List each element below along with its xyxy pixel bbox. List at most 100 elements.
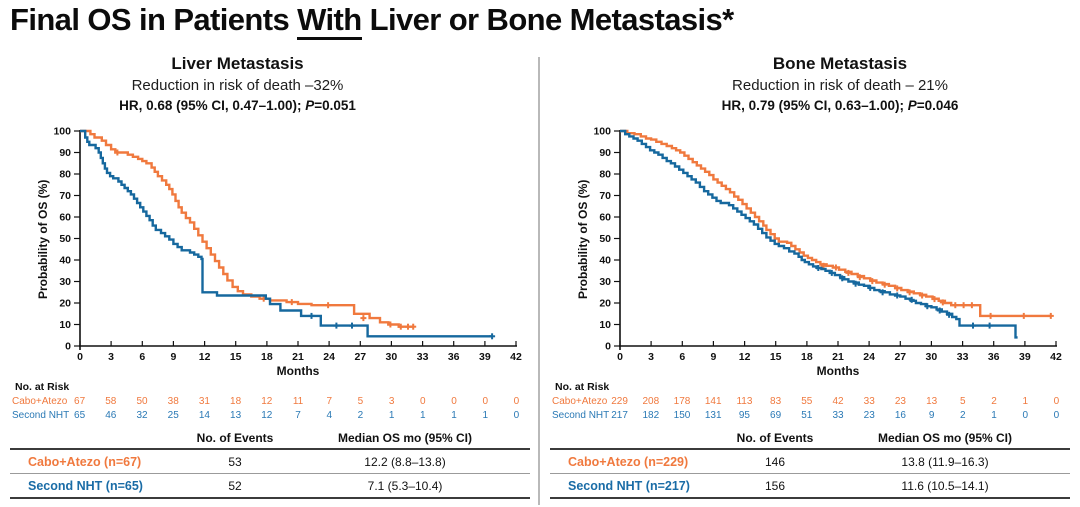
at-risk-count: 58 [105,396,117,407]
at-risk-count: 46 [105,410,117,421]
svg-text:3: 3 [648,351,654,363]
summary-table: No. of Events Median OS mo (95% CI) Cabo… [550,427,1070,499]
at-risk-count: 31 [198,396,210,407]
at-risk-count: 3 [388,396,395,407]
km-curve-cabo [620,129,1052,318]
at-risk-count: 7 [326,396,332,407]
svg-text:15: 15 [230,351,242,363]
svg-text:30: 30 [59,276,71,288]
at-risk-count: 12 [261,410,273,421]
page-title-underlined-word: With [297,2,362,40]
svg-text:30: 30 [386,351,398,363]
at-risk-count: 4 [326,410,332,421]
at-risk-count: 51 [801,410,813,421]
page-title: Final OS in Patients With Liver or Bone … [10,2,735,40]
median-os-value: 13.8 (11.9–16.3) [901,454,989,469]
median-os-value: 12.2 (8.8–13.8) [364,454,446,469]
svg-text:27: 27 [354,351,366,363]
at-risk-count: 2 [960,410,966,421]
events-value: 53 [228,454,242,469]
svg-text:24: 24 [863,351,875,363]
svg-text:40: 40 [599,255,611,267]
svg-text:15: 15 [770,351,782,363]
svg-text:12: 12 [199,351,211,363]
censor-marks-cabo [820,262,1054,319]
at-risk-count: 1 [451,410,457,421]
svg-text:0: 0 [65,341,71,353]
at-risk-count: 95 [738,410,750,421]
at-risk-count: 25 [167,410,179,421]
at-risk-count: 65 [74,410,86,421]
at-risk-count: 42 [832,396,844,407]
panel-bone-metastasis: Bone Metastasis Reduction in risk of dea… [540,0,1080,507]
svg-text:80: 80 [59,169,71,181]
at-risk-count: 13 [926,396,938,407]
at-risk-count: 23 [894,396,906,407]
svg-text:24: 24 [323,351,335,363]
at-risk-count: 2 [357,410,364,421]
at-risk-count: 0 [1022,410,1029,421]
page-title-prefix: Final OS in Patients [10,2,298,37]
at-risk-count: 208 [642,396,660,407]
svg-text:80: 80 [599,169,611,181]
at-risk-row-label: Second NHT [12,410,70,421]
svg-text:6: 6 [679,351,685,363]
summary-table-header: No. of Events Median OS mo (95% CI) [550,427,1070,450]
at-risk-row-label: Cabo+Atezo [552,396,608,407]
col-header-median-os: Median OS mo (95% CI) [877,430,1013,445]
at-risk-count: 9 [928,410,935,421]
at-risk-values: 67 58 50 38 31 18 12 11 7 5 3 0 0 0 0 [64,395,532,408]
svg-text:20: 20 [59,298,71,310]
events-value: 52 [228,478,242,493]
at-risk-count: 55 [801,396,813,407]
svg-text:42: 42 [510,351,522,363]
at-risk-count: 83 [770,396,782,407]
at-risk-count: 1 [991,410,997,421]
svg-text:39: 39 [479,351,491,363]
table-row-second-nht: Second NHT (n=65) 52 7.1 (5.3–10.4) [10,474,530,499]
svg-text:21: 21 [292,351,304,363]
at-risk-count: 150 [673,410,691,421]
svg-text:90: 90 [599,147,611,159]
at-risk-count: 33 [832,410,844,421]
at-risk-count: 0 [451,396,457,407]
at-risk-count: 12 [261,396,273,407]
p-value: =0.051 [314,98,356,113]
summary-table-header: No. of Events Median OS mo (95% CI) [10,427,530,450]
hr-value: HR, 0.79 (95% CI, 0.63–1.00); [721,98,908,113]
panel-liver-metastasis: Liver Metastasis Reduction in risk of de… [10,54,532,499]
svg-text:30: 30 [599,276,611,288]
risk-reduction-text: Reduction in risk of death – 21% [732,77,948,94]
svg-text:33: 33 [417,351,429,363]
x-ticks: 0 3 6 9 12 15 18 21 24 27 30 33 36 39 42 [77,341,522,363]
at-risk-count: 0 [1053,396,1060,407]
svg-text:3: 3 [108,351,114,363]
at-risk-values: 65 46 32 25 14 13 12 7 4 2 1 1 1 1 0 [64,409,532,422]
at-risk-values: 217 182 150 131 95 69 51 33 23 16 9 2 1 0 0 [604,409,1072,422]
at-risk-count: 11 [292,396,304,407]
at-risk-count: 18 [230,396,242,407]
at-risk-count: 50 [136,396,148,407]
page-title-suffix: Liver or Bone Metastasis* [361,2,735,37]
y-ticks: 0 10 20 30 40 50 60 70 80 90 100 [593,126,620,353]
at-risk-count: 1 [1022,396,1029,407]
svg-text:70: 70 [599,190,611,202]
at-risk-count: 16 [894,410,906,421]
at-risk-count: 2 [991,396,997,407]
svg-text:12: 12 [739,351,751,363]
svg-text:40: 40 [59,255,71,267]
row-label: Second NHT (n=217) [568,478,690,493]
km-chart-liver: 0 3 6 9 12 15 18 21 24 27 30 33 36 39 4201020304050607… [53,126,522,379]
summary-table: No. of Events Median OS mo (95% CI) Cabo… [10,427,530,499]
censor-marks-cabo [114,149,417,330]
at-risk-count: 67 [74,396,86,407]
svg-text:33: 33 [957,351,969,363]
at-risk-count: 0 [420,396,426,407]
median-os-value: 7.1 (5.3–10.4) [367,478,443,493]
at-risk-count: 13 [230,410,242,421]
row-label: Second NHT (n=65) [28,478,143,493]
svg-text:21: 21 [832,351,844,363]
svg-text:27: 27 [894,351,906,363]
svg-text:10: 10 [599,319,611,331]
